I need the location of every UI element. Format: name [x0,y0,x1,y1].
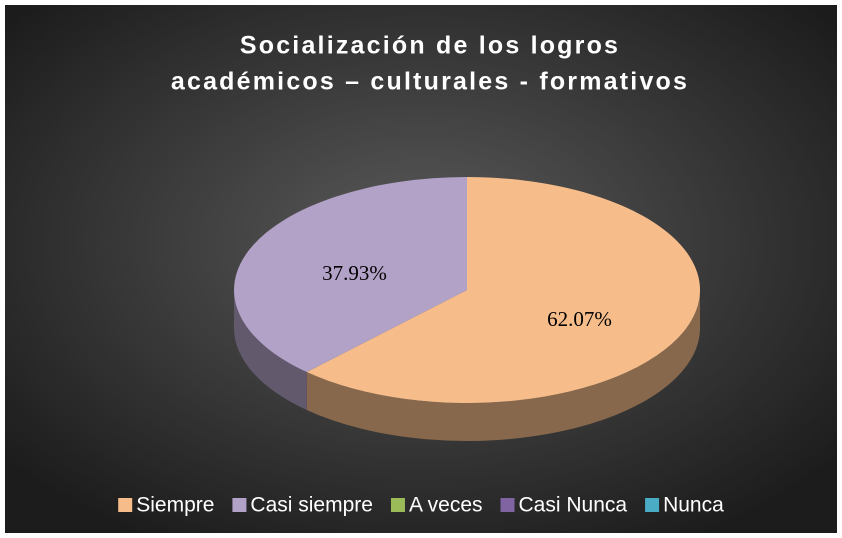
legend-label: A veces [409,494,483,517]
pie-slice-side [234,290,307,411]
pie-slice-side [306,290,700,441]
legend-swatch [390,498,405,512]
chart-title: académicos – culturales - formativos [171,68,689,96]
legend-swatch [645,498,660,512]
chart-title: Socialización de los logros [240,32,620,60]
legend-label: Casi Nunca [519,494,628,517]
legend-swatch [118,498,133,512]
legend-label: Casi siempre [250,494,373,517]
pie-slice [306,177,701,403]
pie-slice [234,177,467,373]
legend-swatch [500,498,515,512]
data-label: 62.07% [547,307,612,331]
legend-swatch [232,498,247,512]
legend-label: Siempre [136,494,214,517]
data-label: 37.93% [322,261,387,285]
legend-label: Nunca [663,494,724,517]
